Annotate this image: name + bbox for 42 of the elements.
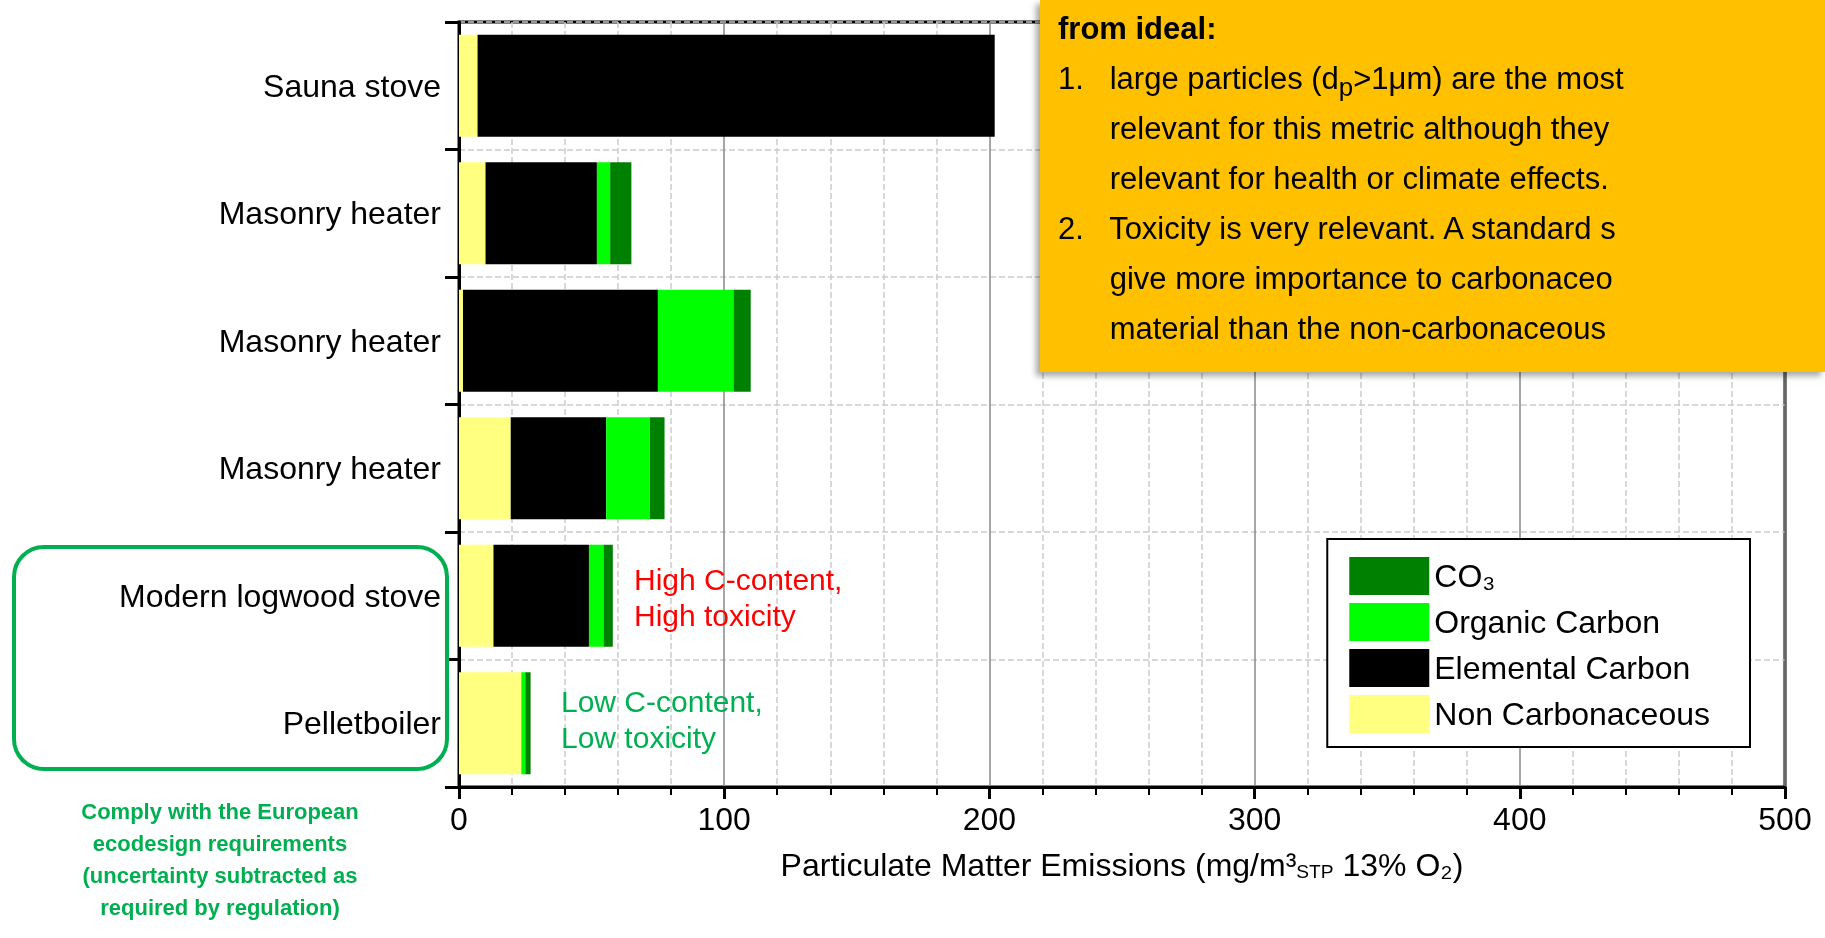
bar [459,34,478,137]
x-tick-label: 0 [450,801,468,837]
bar [610,162,632,265]
bar [459,417,511,520]
bar [477,34,995,137]
bar [493,544,589,647]
bar [521,672,526,775]
bar [649,417,665,520]
bar [459,672,522,775]
x-tick-label: 100 [697,801,751,837]
annotation: Low C-content, Low toxicity [561,684,763,754]
bar [462,289,658,392]
y-tick-label: Modern logwood stove [119,577,441,614]
text: Comply with the European ecodesign requirements (uncertainty subtracted as required by regulation) [80,798,360,922]
y-tick-label: Pelletboiler [282,705,442,742]
bar [588,544,604,647]
x-tick-label: 300 [1227,801,1282,837]
legend-label: CO₃ [1434,558,1496,594]
y-tick-label: Masonry heater [218,322,442,359]
x-axis-title: Particulate Matter Emissions (mg/m³STP 13% O₂) [780,847,1464,883]
legend-label: Non Carbonaceous [1434,696,1710,732]
bar [459,544,494,647]
x-tick-label: 400 [1493,801,1547,837]
bar [485,162,597,265]
bar [657,289,734,392]
y-tick-label: Masonry heater [218,195,442,232]
y-tick-label: Masonry heater [218,450,442,487]
x-tick-label: 200 [962,801,1017,837]
legend-label: Elemental Carbon [1434,650,1691,686]
bar [459,289,463,392]
callout-box: from ideal: 1. large particles (d$_{p}$>1μm) are the most relevant for this metric although they relevant for health or climate effects. 2. Toxicity is very relevant. A standard s give more importance to carbonaceo material than the non-carbonaceous [1040,0,1825,372]
x-tick-label: 500 [1758,801,1812,837]
bar [733,289,751,392]
bar [510,417,607,520]
legend-label: Organic Carbon [1434,604,1661,640]
y-tick-label: Sauna stove [263,67,441,104]
bar [459,162,486,265]
bar [596,162,611,265]
bar [525,672,531,775]
bar [603,544,613,647]
annotation: High C-content, High toxicity [634,562,843,632]
bar [606,417,650,520]
